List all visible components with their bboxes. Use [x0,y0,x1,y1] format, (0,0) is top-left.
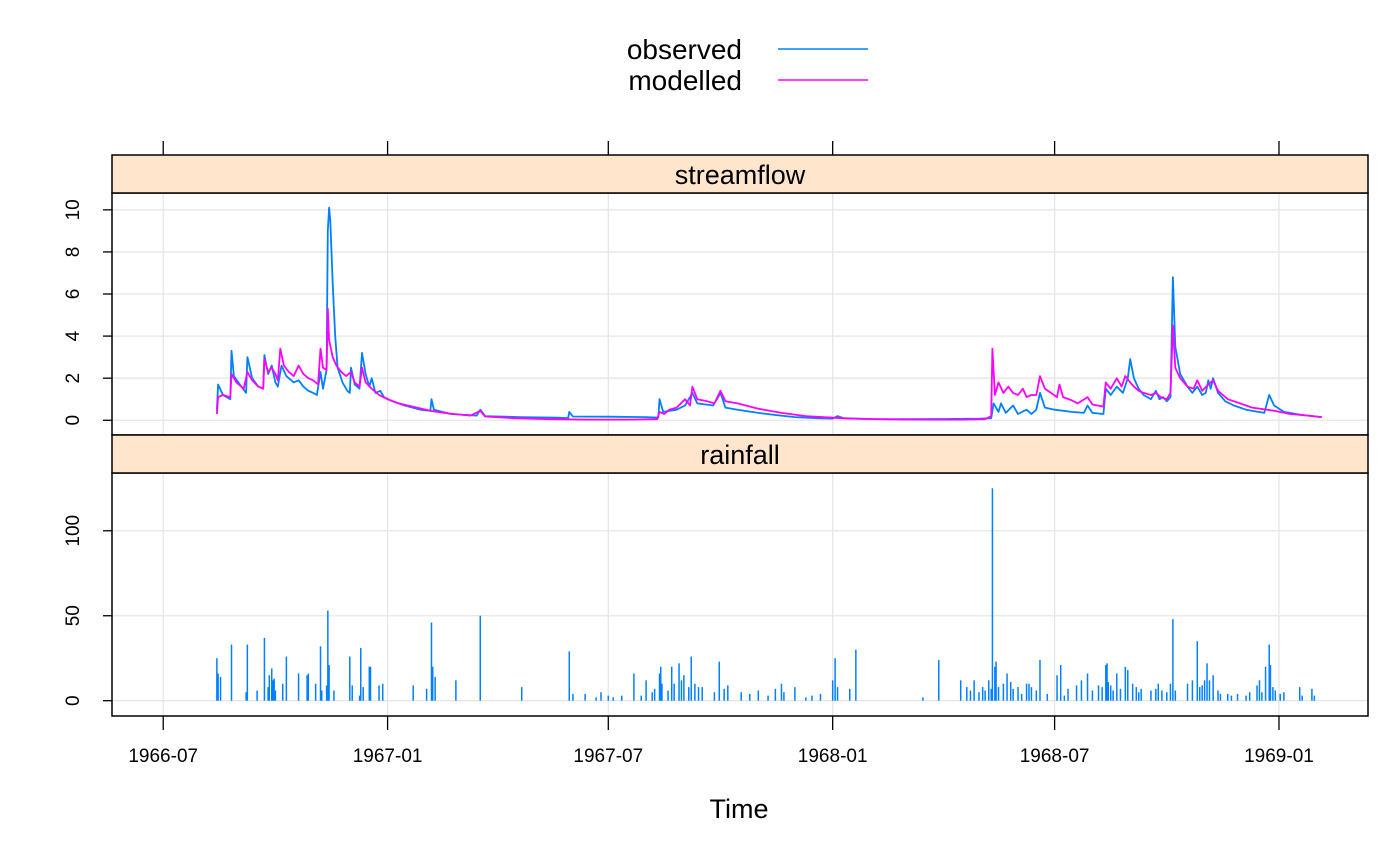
y-tick-label: 4 [63,330,84,341]
x-tick-label: 1967-07 [573,746,643,767]
series-line-observed [216,206,1322,421]
legend-label-modelled: modelled [628,65,742,96]
bottom-x-axis: 1966-07 1967-01 1967-07 1968-01 1968-07 1969-… [128,716,1314,767]
y-tick-label: 100 [63,515,84,547]
y-tick-label: 10 [63,199,84,220]
y-tick-label: 8 [63,247,84,258]
panel-strip [111,154,1369,194]
y-tick-label: 0 [63,695,84,706]
legend-label-observed: observed [627,34,742,65]
chart-panels: 0 2 4 6 8 10 streamflow 0 50 100 rainfall [63,154,1369,717]
x-tick-label: 1968-07 [1020,746,1090,767]
series-line-modelled [216,307,1322,421]
panel-rainfall: 0 50 100 rainfall [63,434,1369,717]
x-tick-label: 1968-01 [798,746,868,767]
top-x-axis [162,141,1280,155]
strip-label-rainfall: rainfall [700,440,780,470]
y-tick-label: 2 [63,373,84,384]
x-tick-label: 1969-01 [1244,746,1314,767]
panel-background [112,193,1368,435]
x-tick-label: 1966-07 [128,746,198,767]
y-tick-label: 6 [63,289,84,300]
panel-streamflow: 0 2 4 6 8 10 streamflow [63,154,1369,436]
y-tick-label: 50 [63,605,84,626]
x-tick-label: 1967-01 [353,746,423,767]
strip-label-streamflow: streamflow [675,160,806,190]
x-axis-title: Time [710,794,769,824]
y-tick-label: 0 [63,415,84,426]
panel-background [112,473,1368,716]
panel-strip [111,434,1369,474]
